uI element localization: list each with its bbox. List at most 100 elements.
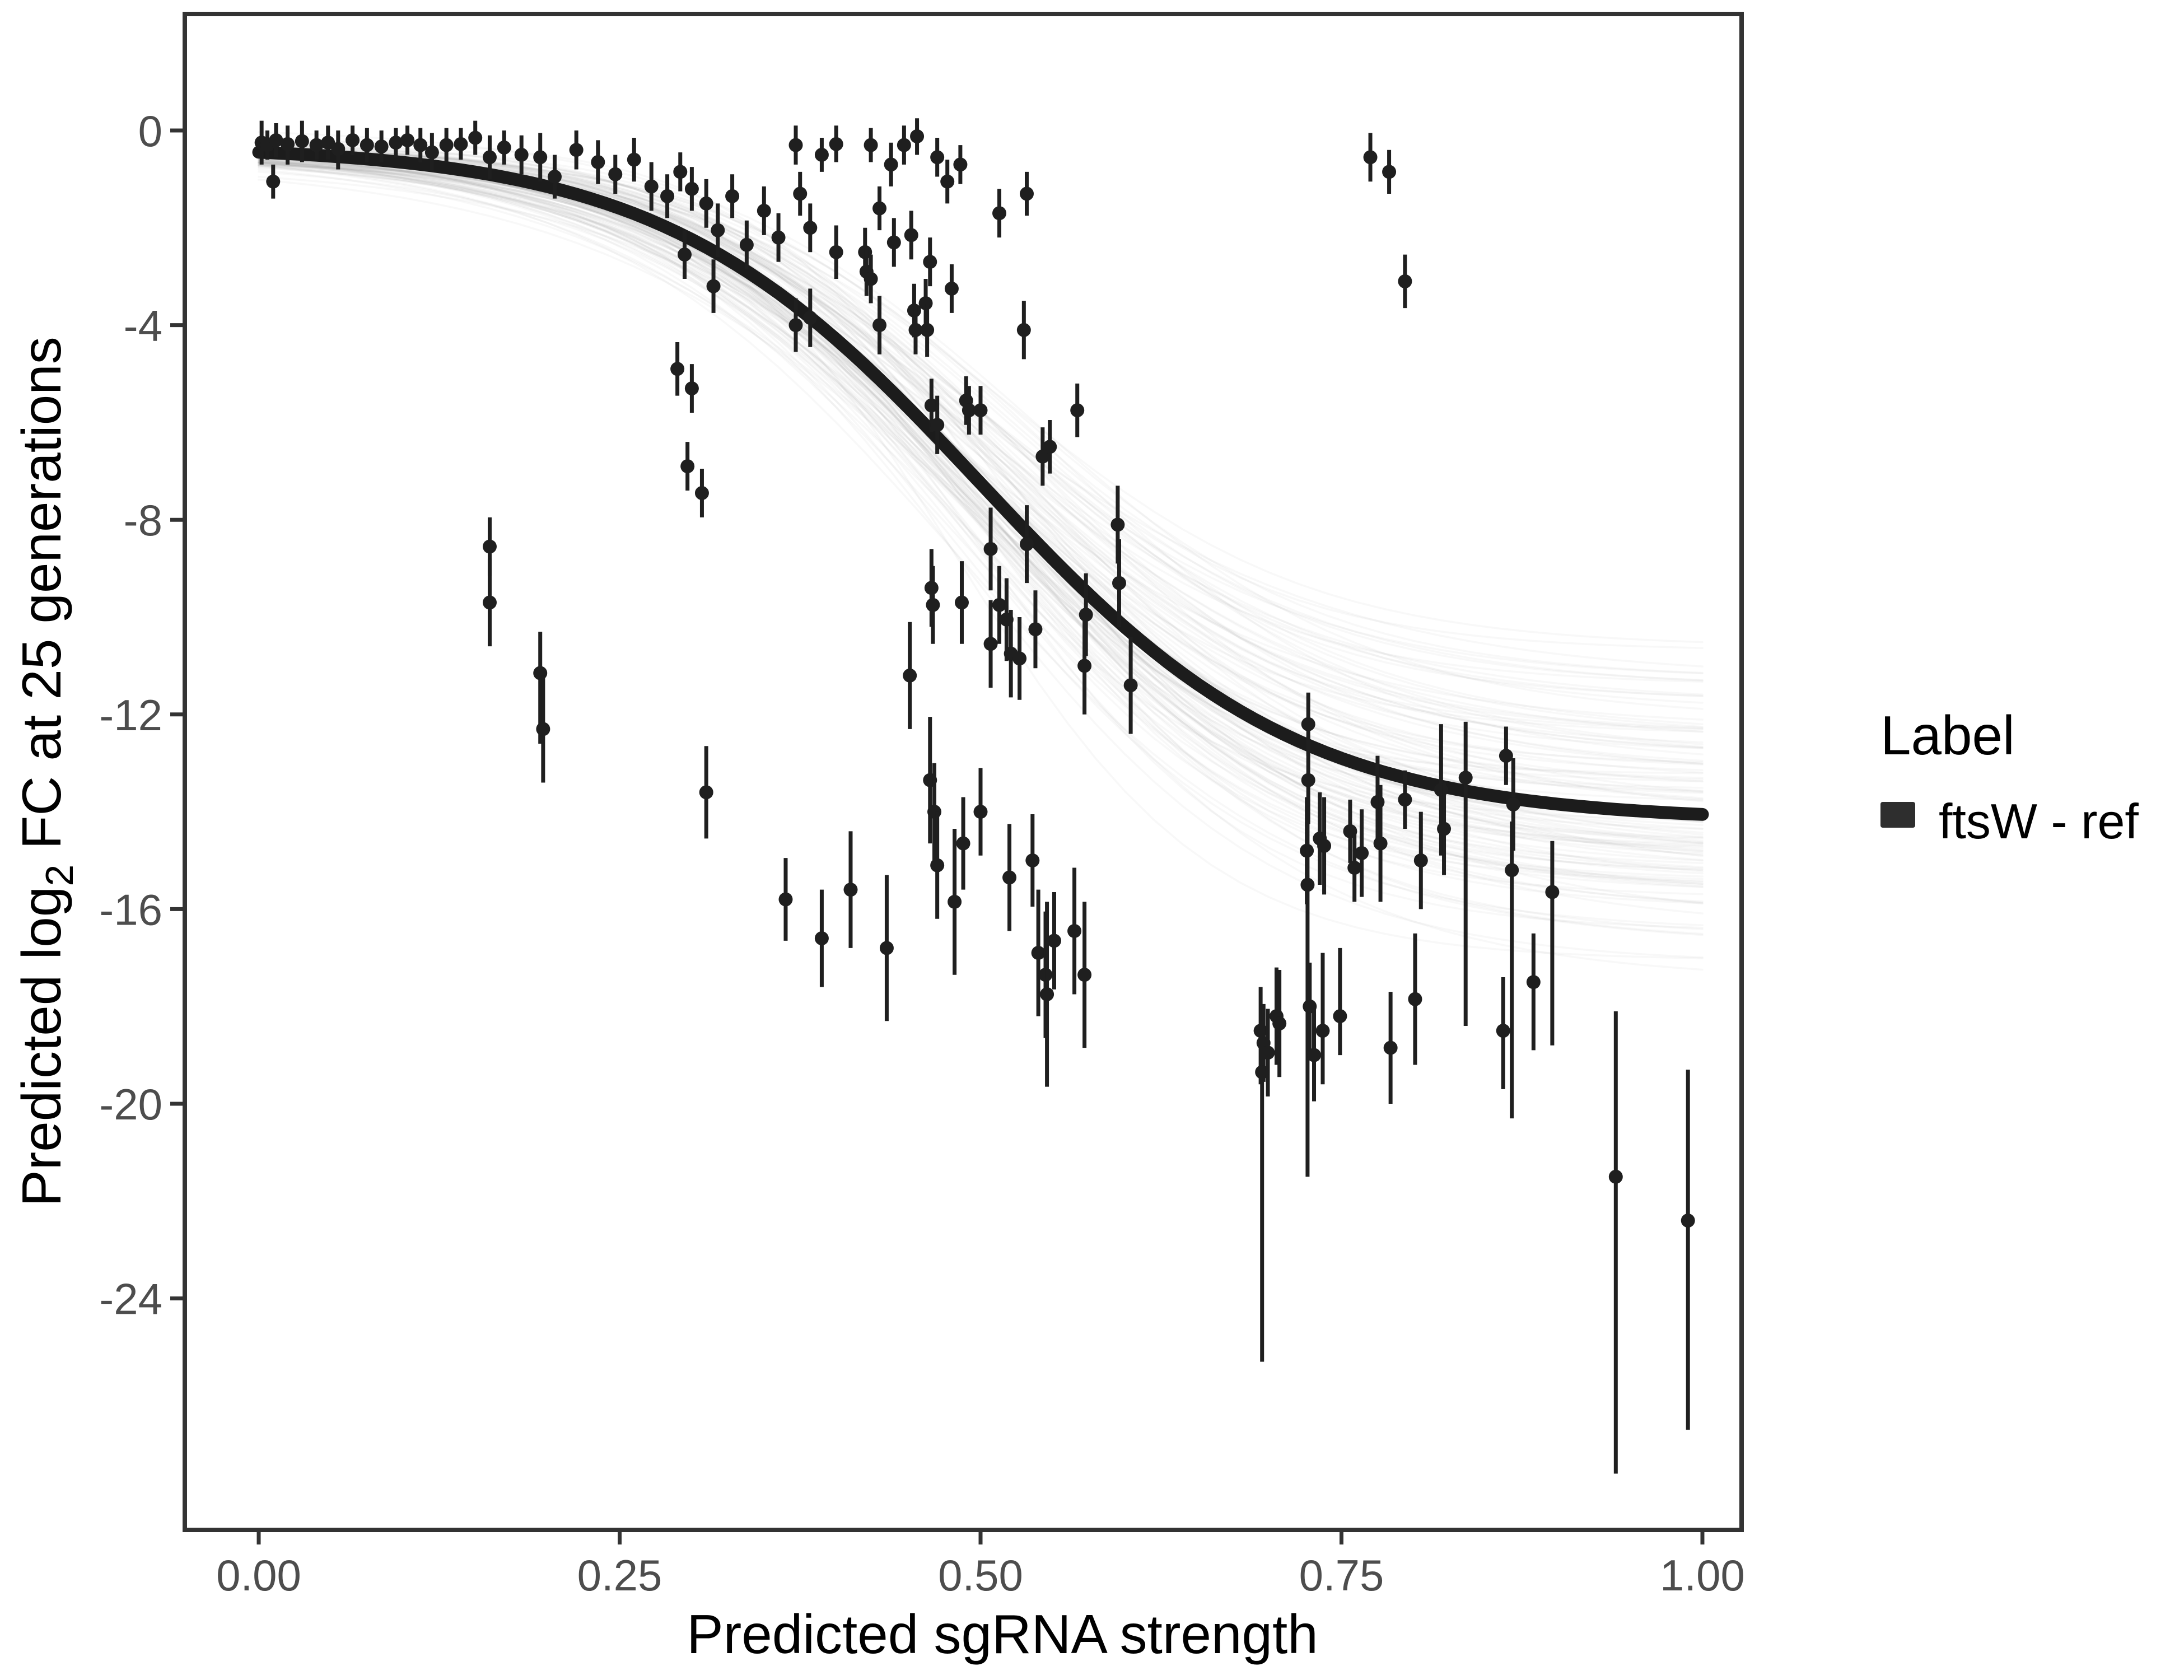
data-point <box>983 542 998 556</box>
data-point <box>1028 622 1043 637</box>
data-point <box>920 323 935 337</box>
data-point <box>927 805 942 819</box>
data-point <box>1043 440 1057 454</box>
data-point <box>725 189 740 203</box>
data-point <box>1398 274 1412 288</box>
data-point <box>872 201 887 216</box>
y-axis-title-suffix: FC at 25 generations <box>11 337 72 864</box>
data-point <box>1496 1024 1510 1038</box>
band-draw-line <box>258 159 1704 904</box>
data-point <box>694 486 709 500</box>
data-point <box>514 147 529 162</box>
data-point <box>281 137 295 151</box>
band-draw-line <box>258 147 1704 840</box>
data-point <box>1261 1046 1275 1060</box>
data-point <box>660 189 675 203</box>
data-point <box>482 539 497 554</box>
data-point <box>1398 792 1412 807</box>
data-point <box>1272 1016 1287 1031</box>
data-point <box>1355 846 1369 860</box>
y-tick-label: 0 <box>138 106 162 156</box>
data-point <box>926 598 940 612</box>
band-draw-line <box>258 148 1704 674</box>
data-point <box>1370 795 1385 809</box>
band-draw-line <box>258 143 1704 847</box>
band-draw-line <box>258 137 1704 792</box>
band-draw-line <box>258 156 1704 855</box>
x-axis-title: Predicted sgRNA strength <box>687 1603 1318 1665</box>
data-point <box>1110 517 1125 532</box>
data-point <box>1077 659 1092 673</box>
data-point <box>424 145 439 160</box>
data-point <box>1373 836 1388 851</box>
data-point <box>1608 1169 1623 1184</box>
data-point <box>940 174 955 189</box>
band-draw-line <box>258 161 1704 774</box>
band-draw-line <box>258 159 1704 721</box>
data-point <box>711 223 725 237</box>
data-point <box>468 130 483 145</box>
data-point <box>706 279 721 293</box>
data-point <box>948 894 962 909</box>
data-point <box>1112 576 1126 590</box>
data-point <box>962 403 976 418</box>
data-point <box>321 136 335 150</box>
band-draw-line <box>258 148 1704 765</box>
data-point <box>1255 1065 1270 1080</box>
data-point <box>400 133 415 147</box>
legend-item-label-ftsw-ref: ftsW - ref <box>1939 794 2139 849</box>
y-axis-title-subscript: 2 <box>38 865 81 886</box>
data-point <box>1413 853 1428 867</box>
data-point <box>778 892 793 907</box>
data-point <box>309 138 324 152</box>
band-draw-line <box>258 169 1704 800</box>
data-point <box>1458 771 1473 785</box>
band-draw-line <box>258 163 1704 935</box>
data-point <box>973 805 988 819</box>
data-point <box>953 157 968 172</box>
data-point <box>908 323 923 337</box>
data-point <box>739 237 754 252</box>
data-point <box>1505 863 1519 878</box>
data-point <box>1681 1214 1695 1228</box>
data-point <box>482 595 497 610</box>
data-point <box>1040 987 1054 1001</box>
data-point <box>1526 975 1541 990</box>
y-axis-title-prefix: Predicted log <box>11 886 72 1207</box>
band-draw-line <box>258 147 1704 763</box>
data-point <box>903 668 917 683</box>
band-draw-line <box>258 164 1704 802</box>
data-point <box>1301 773 1315 787</box>
data-point <box>757 203 771 218</box>
data-point <box>879 941 894 955</box>
data-point <box>930 150 945 165</box>
y-axis-ticks: 0 -4 -8 -12 -16 -20 -24 <box>99 106 185 1324</box>
data-point <box>897 138 911 152</box>
data-point <box>771 230 786 245</box>
panel-border <box>183 12 1744 1532</box>
band-draw-line <box>258 159 1704 882</box>
data-point <box>884 157 898 172</box>
band-draw-line <box>258 161 1704 903</box>
band-draw-line <box>258 163 1704 853</box>
data-point <box>886 235 901 250</box>
data-point <box>910 129 925 143</box>
data-point <box>1347 861 1362 875</box>
data-point <box>1434 782 1448 797</box>
data-point <box>1506 797 1520 812</box>
data-point <box>814 931 829 946</box>
y-tick-label: -16 <box>99 885 162 934</box>
data-point <box>684 181 699 196</box>
band-draw-line <box>258 154 1704 871</box>
data-point <box>829 137 843 151</box>
legend-title: Label <box>1880 704 2015 766</box>
band-draw-line <box>258 158 1704 930</box>
data-point <box>1031 946 1046 960</box>
band-draw-line <box>258 159 1704 905</box>
data-point <box>973 403 988 418</box>
data-point <box>699 196 713 211</box>
data-point <box>983 637 998 651</box>
data-point <box>1019 537 1034 552</box>
data-point <box>1307 1048 1322 1062</box>
